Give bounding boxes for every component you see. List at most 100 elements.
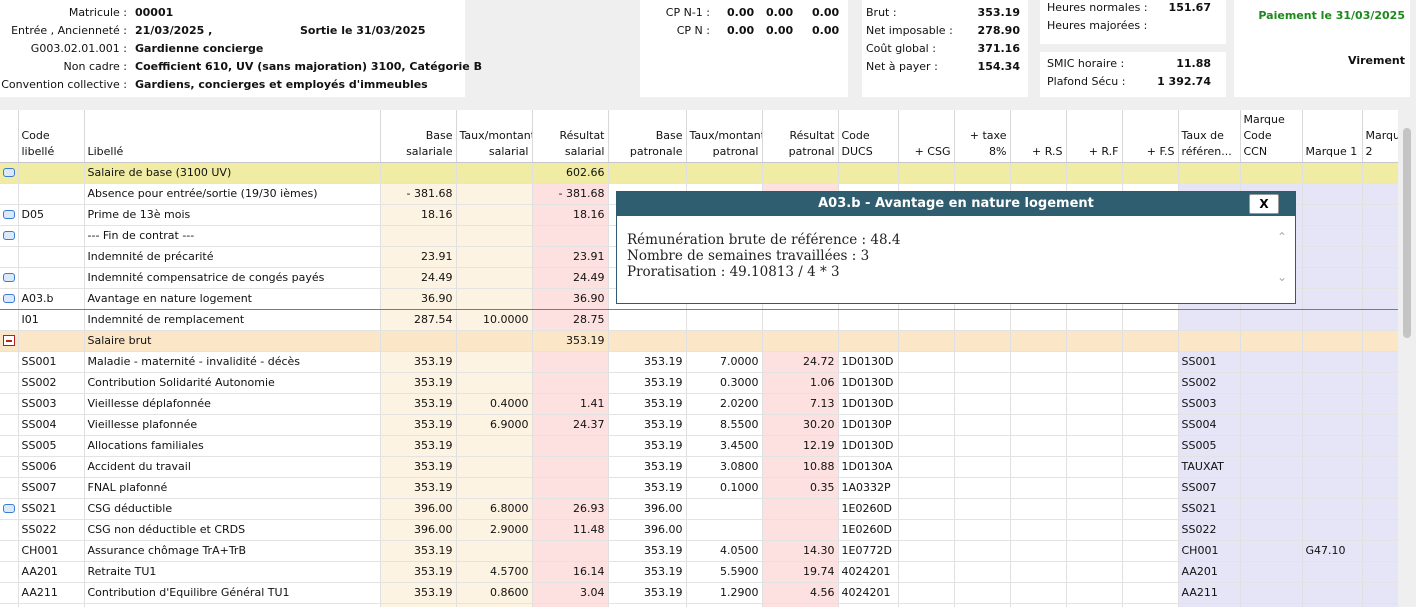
cell-resultat-salarial[interactable] [532,540,609,562]
cell-base-salariale[interactable]: 23.91 [380,246,457,268]
cell-resultat-patronal[interactable]: 14.30 [762,540,839,562]
cell-taux-patronal[interactable] [686,519,763,541]
comment-icon[interactable] [3,209,15,219]
cell-taxe-8[interactable] [954,603,1011,607]
cell-resultat-salarial[interactable]: - 381.68 [532,183,609,205]
cell-marque-2[interactable] [1362,582,1398,604]
table-row[interactable]: SS003 Vieillesse déplafonnée 353.19 0.4000 1… [0,393,1398,415]
cell-rf[interactable] [1066,330,1123,352]
cell-marque-1[interactable] [1302,477,1363,499]
cell-resultat-salarial[interactable]: 18.16 [532,204,609,226]
cell-rs[interactable] [1010,393,1067,415]
cell-rs[interactable] [1010,162,1067,184]
column-header-libelle[interactable]: Libellé [84,110,381,163]
cell-taxe-8[interactable] [954,456,1011,478]
cell-marque-2[interactable] [1362,540,1398,562]
cell-libelle[interactable]: Contribution Solidarité Autonomie [84,372,381,394]
cell-libelle[interactable]: Contribution d'Equilibre Général TU1 [84,582,381,604]
cell-marque-2[interactable] [1362,372,1398,394]
cell-marque-2[interactable] [1362,498,1398,520]
cell-base-patronale[interactable]: 353.19 [608,540,687,562]
cell-code-ducs[interactable]: 1D0130P [838,414,899,436]
cell-base-salariale[interactable]: 353.19 [380,456,457,478]
cell-taux-reference[interactable]: CH001 [1178,603,1241,607]
cell-libelle[interactable]: Vieillesse plafonnée [84,414,381,436]
cell-marque-ccn[interactable] [1240,582,1303,604]
cell-taux-salarial[interactable] [456,603,533,607]
cell-base-salariale[interactable]: - 381.68 [380,183,457,205]
column-header-code-ducs[interactable]: Code DUCS [838,110,899,163]
cell-marque-2[interactable] [1362,603,1398,607]
cell-fs[interactable] [1122,330,1179,352]
cell-csg[interactable] [898,519,955,541]
cell-taxe-8[interactable] [954,162,1011,184]
cell-fs[interactable] [1122,477,1179,499]
cell-base-patronale[interactable]: 353.19 [608,435,687,457]
column-header-taux-reference[interactable]: Taux de référen... [1178,110,1241,163]
cell-csg[interactable] [898,540,955,562]
cell-base-salariale[interactable] [380,603,457,607]
cell-marque-1[interactable] [1302,561,1363,583]
cell-code[interactable] [18,246,85,268]
cell-base-patronale[interactable]: 353.19 [608,582,687,604]
table-row[interactable]: CH001 Assurance chômage TrA+TrB 353.19 353.… [0,540,1398,562]
cell-taux-salarial[interactable] [456,162,533,184]
cell-resultat-salarial[interactable]: 16.14 [532,561,609,583]
column-header-base-patronale[interactable]: Base patronale [608,110,687,163]
cell-taux-reference[interactable]: SS002 [1178,372,1241,394]
cell-resultat-salarial[interactable]: 11.48 [532,519,609,541]
column-header-resultat-patronal[interactable]: Résultat patronal [762,110,839,163]
cell-marque-2[interactable] [1362,288,1398,310]
cell-marque-1[interactable] [1302,414,1363,436]
cell-base-patronale[interactable]: - 91.58 [608,603,687,607]
cell-resultat-salarial[interactable]: 36.90 [532,288,609,310]
cell-marque-ccn[interactable] [1240,162,1303,184]
cell-base-patronale[interactable]: 396.00 [608,519,687,541]
vertical-scrollbar[interactable] [1403,128,1411,338]
cell-fs[interactable] [1122,456,1179,478]
cell-libelle[interactable]: Absence pour entrée/sortie (19/30 ièmes) [84,183,381,205]
cell-marque-2[interactable] [1362,204,1398,226]
cell-rf[interactable] [1066,582,1123,604]
cell-marque-1[interactable] [1302,393,1363,415]
cell-taux-patronal[interactable] [686,309,763,331]
cell-taxe-8[interactable] [954,435,1011,457]
cell-taux-reference[interactable]: SS003 [1178,393,1241,415]
cell-base-salariale[interactable] [380,162,457,184]
column-header-taxe-8[interactable]: + taxe 8% [954,110,1011,163]
cell-resultat-patronal[interactable]: 24.72 [762,351,839,373]
cell-marque-1[interactable] [1302,309,1363,331]
cell-base-salariale[interactable]: 353.19 [380,414,457,436]
cell-rf[interactable] [1066,162,1123,184]
cell-taux-salarial[interactable] [456,351,533,373]
cell-rs[interactable] [1010,330,1067,352]
cell-resultat-patronal[interactable]: 7.13 [762,393,839,415]
cell-code[interactable]: SS022 [18,519,85,541]
cell-base-salariale[interactable]: 287.54 [380,309,457,331]
cell-base-salariale[interactable]: 353.19 [380,372,457,394]
cell-marque-ccn[interactable] [1240,330,1303,352]
cell-marque-2[interactable] [1362,477,1398,499]
cell-marque-2[interactable] [1362,414,1398,436]
cell-marque-ccn[interactable] [1240,372,1303,394]
popup-close-button[interactable]: X [1249,194,1279,214]
cell-resultat-patronal[interactable]: 19.74 [762,561,839,583]
cell-base-salariale[interactable]: 353.19 [380,477,457,499]
cell-libelle[interactable]: Assurance chômage TrA+TrB [84,540,381,562]
cell-marque-ccn[interactable] [1240,351,1303,373]
cell-code[interactable]: AA201 [18,561,85,583]
cell-base-salariale[interactable]: 353.19 [380,435,457,457]
cell-rf[interactable] [1066,393,1123,415]
cell-resultat-patronal[interactable] [762,162,839,184]
cell-taux-patronal[interactable]: 2.0200 [686,393,763,415]
cell-rs[interactable] [1010,309,1067,331]
table-row[interactable]: SS005 Allocations familiales 353.19 353.19 3… [0,435,1398,457]
cell-libelle[interactable]: Indemnité de remplacement [84,309,381,331]
cell-taux-patronal[interactable] [686,498,763,520]
cell-fs[interactable] [1122,582,1179,604]
cell-csg[interactable] [898,330,955,352]
table-row[interactable]: AA201 Retraite TU1 353.19 4.5700 16.14 353.19… [0,561,1398,583]
cell-resultat-patronal[interactable]: 0.35 [762,477,839,499]
cell-resultat-salarial[interactable] [532,351,609,373]
cell-libelle[interactable]: --- Fin de contrat --- [84,225,381,247]
